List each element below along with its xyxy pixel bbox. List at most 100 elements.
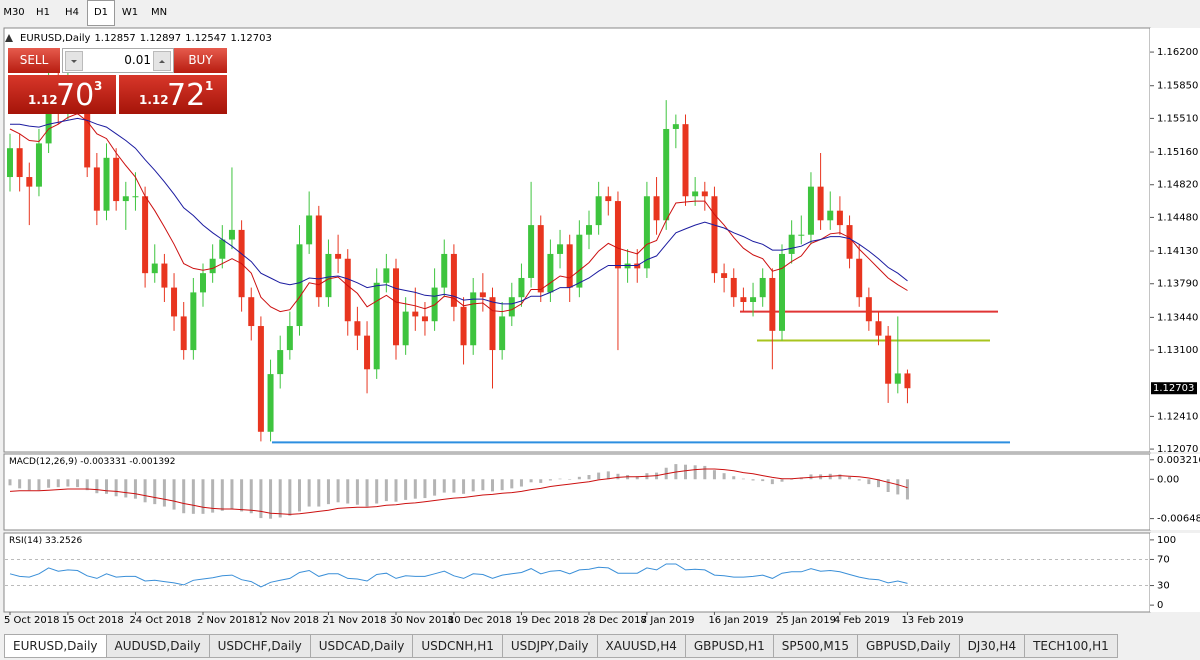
candle-body	[508, 297, 515, 317]
macd-bar	[838, 474, 842, 480]
candle-body	[122, 196, 129, 202]
timeframe-button[interactable]: H4	[65, 7, 79, 18]
price-main: 72	[167, 78, 206, 113]
macd-bar	[124, 479, 128, 498]
candle-body	[421, 316, 428, 322]
candle-body	[267, 374, 274, 432]
candle-body	[200, 273, 206, 293]
last-price-label: 1.12703	[1153, 383, 1194, 394]
chart-tab[interactable]: TECH100,H1	[1025, 634, 1118, 658]
macd-bar	[597, 472, 601, 480]
candle-body	[643, 196, 650, 269]
lot-down[interactable]	[65, 51, 83, 71]
candle-body	[151, 263, 158, 274]
macd-bar	[529, 479, 533, 483]
rsi-name: RSI(14)	[9, 536, 43, 546]
chart-tab[interactable]: SP500,M15	[773, 634, 858, 658]
macd-bar	[384, 479, 388, 502]
high: 1.12897	[139, 33, 182, 44]
macd-bar	[240, 479, 244, 512]
chart-tab[interactable]: USDCHF,Daily	[209, 634, 311, 658]
candle-body	[171, 287, 178, 317]
macd-bar	[298, 479, 301, 512]
candle-body	[479, 292, 486, 298]
up-icon	[159, 60, 165, 63]
y-tick-label: 1.13100	[1157, 345, 1198, 356]
candle-body	[846, 225, 853, 259]
buy-price[interactable]: 1.12 72 1	[119, 75, 227, 114]
candle-body	[885, 335, 892, 384]
timeframe-button[interactable]: W1	[121, 7, 139, 18]
macd-bar	[355, 479, 359, 505]
macd-bar	[433, 479, 437, 496]
macd-bar	[133, 479, 137, 499]
timeframe-button[interactable]: M30	[3, 7, 25, 18]
price-big: 1.12	[139, 93, 169, 107]
macd-bar	[606, 471, 610, 480]
rsi-axis	[1150, 533, 1200, 612]
sell-button[interactable]: SELL	[8, 48, 60, 73]
macd-bar	[568, 479, 572, 480]
low: 1.12547	[185, 33, 227, 44]
macd-bar	[452, 479, 456, 493]
chart-tab[interactable]: USDCAD,Daily	[310, 634, 414, 658]
macd-bar	[56, 479, 60, 488]
lot-input[interactable]: 0.01	[62, 48, 174, 73]
candle-body	[701, 191, 708, 197]
timeframe-button[interactable]: H1	[36, 7, 50, 18]
candle-body	[682, 124, 689, 197]
macd-bar	[413, 479, 417, 499]
macd-bar	[481, 479, 485, 491]
y-tick-label: 1.12070	[1157, 444, 1198, 455]
close: 1.12703	[230, 33, 272, 44]
candle-body	[412, 311, 419, 317]
timeframe-button[interactable]: MN	[150, 7, 168, 18]
y-tick-label: 1.14130	[1157, 246, 1198, 257]
macd-bar	[809, 474, 813, 480]
macd-bar	[394, 479, 398, 502]
x-tick-label: 21 Nov 2018	[322, 615, 386, 626]
chart-tab[interactable]: USDCNH,H1	[413, 634, 503, 658]
candle-body	[788, 234, 795, 254]
macd-bar	[47, 479, 51, 488]
macd-bar	[249, 479, 253, 514]
candle-body	[827, 210, 834, 221]
chart-tab[interactable]: GBPUSD,H1	[685, 634, 774, 658]
buy-button[interactable]: BUY	[174, 48, 227, 73]
timeframe-button[interactable]: D1	[87, 0, 115, 26]
candle-body	[566, 244, 573, 288]
candle-body	[730, 277, 737, 298]
candle-body	[518, 277, 525, 298]
chart-tab[interactable]: USDJPY,Daily	[502, 634, 598, 658]
chart-tab[interactable]: DJ30,H4	[959, 634, 1026, 658]
x-tick-label: 24 Oct 2018	[129, 615, 191, 626]
candle-body	[779, 253, 785, 331]
moving-average	[9, 113, 908, 313]
chart-tab[interactable]: XAUUSD,H4	[597, 634, 686, 658]
macd-bar	[375, 479, 379, 504]
chart-tab[interactable]: GBPUSD,Daily	[857, 634, 960, 658]
macd-bar	[259, 479, 263, 519]
y-tick-label: 30	[1157, 581, 1170, 592]
signal-line	[9, 468, 908, 515]
candle-body	[402, 311, 409, 346]
candle-body	[113, 157, 120, 202]
candle-body	[740, 297, 747, 303]
macd-bar	[896, 479, 900, 495]
sell-price[interactable]: 1.12 70 3	[8, 75, 116, 114]
candle-body	[180, 316, 187, 351]
macd-bar	[587, 475, 591, 480]
macd-bar	[712, 470, 716, 480]
down-icon	[71, 60, 77, 63]
chart-tabs: EURUSD,Daily AUDUSD,Daily USDCHF,Daily USDC…	[4, 634, 1118, 658]
macd-bar	[693, 465, 697, 480]
macd-bar	[722, 473, 726, 480]
macd-bar	[153, 479, 157, 505]
candle-body	[750, 297, 757, 303]
candle-body	[84, 100, 91, 168]
lot-up[interactable]	[153, 51, 171, 71]
candle-body	[296, 244, 303, 327]
macd-bar	[307, 479, 311, 507]
chart-tab[interactable]: AUDUSD,Daily	[106, 634, 210, 658]
chart-tab[interactable]: EURUSD,Daily	[4, 634, 107, 658]
